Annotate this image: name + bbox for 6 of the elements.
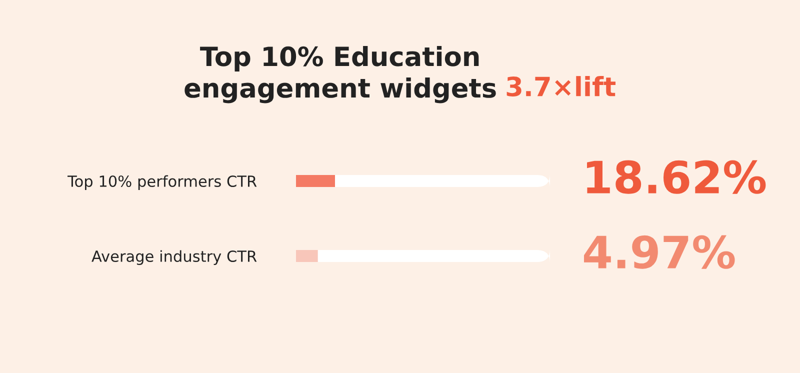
text: 18.62%	[587, 160, 766, 194]
text: 3.7×lift	[506, 76, 616, 96]
chart-title: Top 10% Education engagement widgets	[184, 46, 496, 104]
y-tick-label: Average industry CTR	[92, 250, 257, 265]
text: 4.97%	[584, 235, 735, 269]
y-tick-label: Top 10% performers CTR	[68, 175, 257, 190]
